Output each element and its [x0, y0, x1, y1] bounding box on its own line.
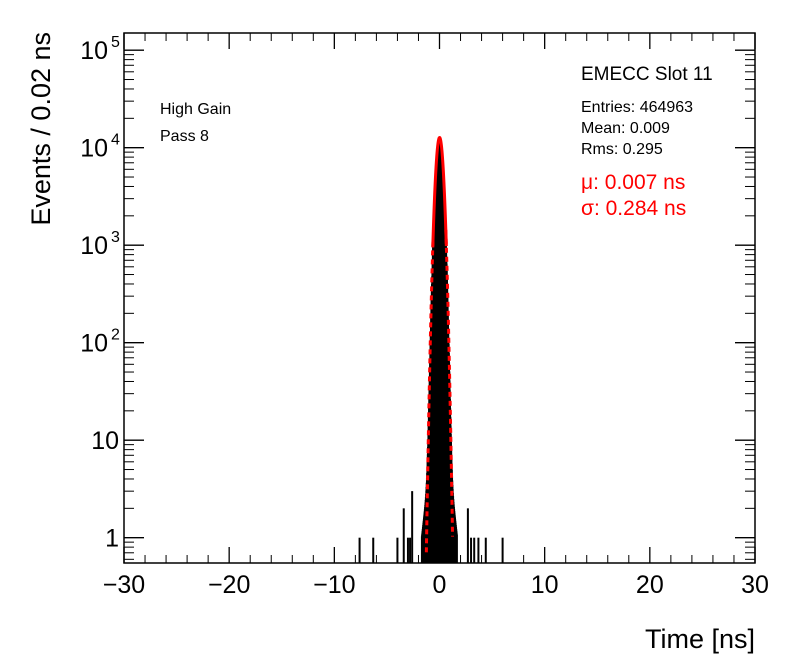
gain-label: High Gain	[160, 101, 231, 118]
fit-mu-label: μ: 0.007 ns	[581, 171, 685, 194]
x-tick-label: 10	[531, 571, 559, 599]
y-tick-exponent: 5	[111, 34, 120, 51]
y-tick-exponent: 4	[111, 132, 120, 149]
histogram-title: EMECC Slot 11	[581, 64, 713, 85]
x-axis-title: Time [ns]	[645, 624, 755, 654]
histogram-layer	[358, 137, 504, 563]
y-tick-label: 10	[80, 37, 108, 65]
x-tick-label: −20	[208, 571, 250, 599]
x-tick-label: −10	[313, 571, 355, 599]
rms-stat: Rms: 0.295	[581, 141, 663, 158]
pass-label: Pass 8	[160, 128, 209, 145]
gaussian-fit-extrapolation-right	[444, 229, 455, 537]
mean-stat: Mean: 0.009	[581, 120, 670, 137]
x-tick-label: −30	[103, 571, 145, 599]
y-tick-label: 10	[80, 232, 108, 260]
entries-stat: Entries: 464963	[581, 99, 693, 116]
y-tick-label: 10	[80, 135, 108, 163]
y-tick-label: 10	[91, 427, 119, 455]
gaussian-fit-extrapolation-left	[424, 237, 435, 553]
fit-sigma-label: σ: 0.284 ns	[581, 197, 686, 220]
x-tick-label: 20	[636, 571, 664, 599]
y-tick-exponent: 3	[111, 229, 120, 246]
gaussian-fit-layer	[424, 136, 455, 553]
y-axis-title: Events / 0.02 ns	[26, 32, 56, 226]
x-tick-label: 30	[741, 571, 769, 599]
gaussian-fit-curve	[431, 136, 448, 248]
y-tick-exponent: 2	[111, 327, 120, 344]
x-tick-label: 0	[433, 571, 447, 599]
y-tick-label: 10	[80, 330, 108, 358]
y-tick-label: 1	[105, 525, 119, 553]
